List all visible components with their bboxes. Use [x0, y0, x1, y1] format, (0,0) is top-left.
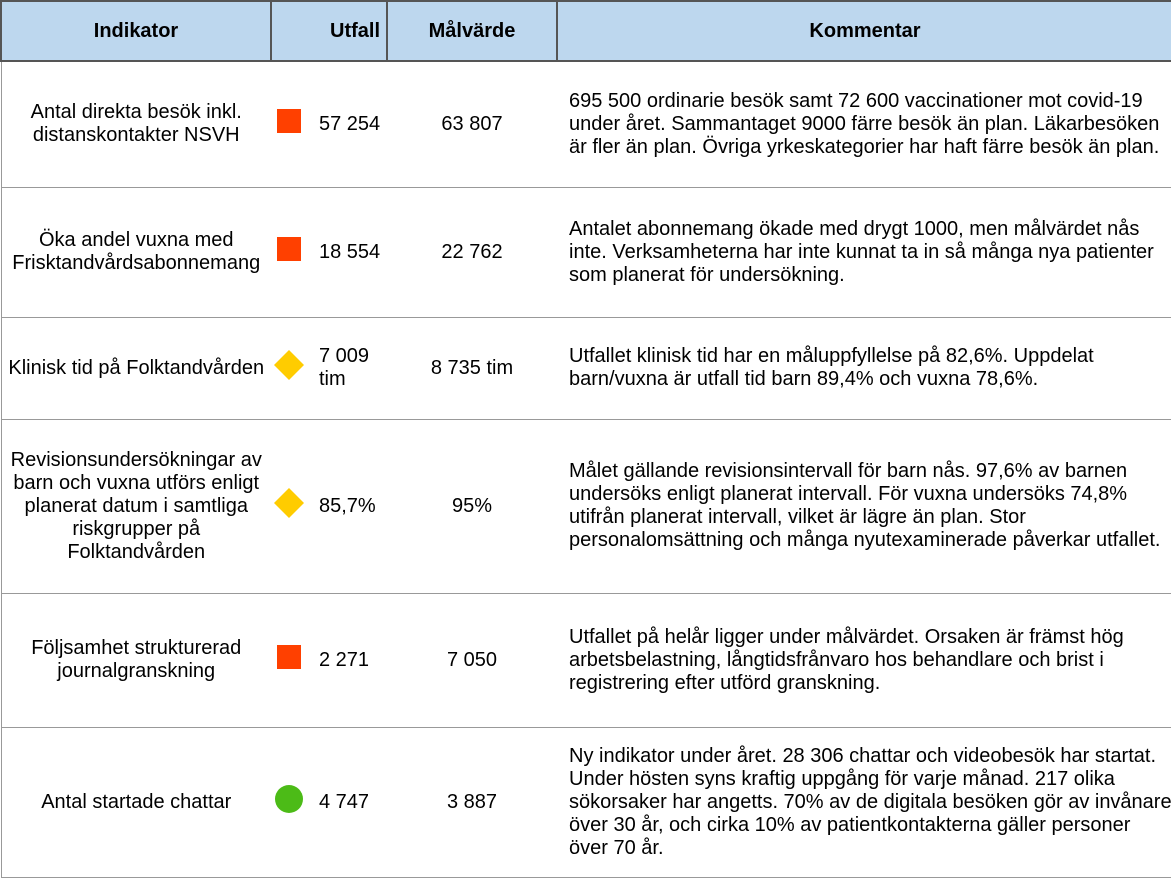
status-shape [277, 237, 301, 261]
table-row: Följsamhet strukturerad journalgransknin… [0, 593, 1171, 728]
kommentar-cell: 695 500 ordinarie besök samt 72 600 vacc… [557, 61, 1171, 188]
header-cell: Utfall [270, 0, 388, 62]
kommentar-cell: Ny indikator under året. 28 306 chattar … [557, 727, 1171, 878]
indikator-cell: Antal startade chattar [0, 727, 271, 878]
malvarde-cell: 22 762 [387, 187, 557, 318]
indikator-cell: Klinisk tid på Folktandvården [0, 317, 271, 420]
status-icon [277, 237, 301, 261]
status-icon [277, 645, 301, 669]
indikator-cell: Revisionsundersökningar av barn och vuxn… [0, 419, 271, 594]
utfall-cell: 57 254 [307, 61, 387, 188]
status-cell [271, 727, 307, 878]
status-shape [274, 350, 304, 380]
table-row: Revisionsundersökningar av barn och vuxn… [0, 419, 1171, 594]
kommentar-cell: Målet gällande revisionsintervall för ba… [557, 419, 1171, 594]
kommentar-cell: Antalet abonnemang ökade med drygt 1000,… [557, 187, 1171, 318]
status-shape [275, 785, 303, 813]
utfall-cell: 4 747 [307, 727, 387, 878]
status-icon [274, 488, 304, 518]
kommentar-cell: Utfallet klinisk tid har en måluppfyllel… [557, 317, 1171, 420]
utfall-cell: 85,7% [307, 419, 387, 594]
utfall-cell: 18 554 [307, 187, 387, 318]
status-cell [271, 61, 307, 188]
status-cell [271, 317, 307, 420]
table-row: Antal startade chattar 4 747 3 887 Ny indik… [0, 727, 1171, 878]
malvarde-cell: 8 735 tim [387, 317, 557, 420]
malvarde-cell: 63 807 [387, 61, 557, 188]
status-icon [277, 109, 301, 134]
table-body: Antal direkta besök inkl. distanskontakt… [0, 61, 1171, 878]
header-cell: Målvärde [386, 0, 558, 62]
header-cell: Indikator [0, 0, 272, 62]
table-row: Klinisk tid på Folktandvården 7 009 tim 8 … [0, 317, 1171, 420]
kommentar-cell: Utfallet på helår ligger under målvärdet… [557, 593, 1171, 728]
utfall-cell: 7 009 tim [307, 317, 387, 420]
indikator-cell: Antal direkta besök inkl. distanskontakt… [0, 61, 271, 188]
header-row: Indikator Utfall Målvärde Kommentar [0, 0, 1171, 62]
status-shape [274, 488, 304, 518]
header-cell: Kommentar [556, 0, 1171, 62]
table-row: Antal direkta besök inkl. distanskontakt… [0, 61, 1171, 188]
malvarde-cell: 3 887 [387, 727, 557, 878]
utfall-cell: 2 271 [307, 593, 387, 728]
status-shape [277, 109, 301, 134]
malvarde-cell: 95% [387, 419, 557, 594]
status-cell [271, 187, 307, 318]
malvarde-cell: 7 050 [387, 593, 557, 728]
status-shape [277, 645, 301, 669]
indikator-cell: Öka andel vuxna med Frisktandvårdsabonne… [0, 187, 271, 318]
status-icon [275, 785, 303, 813]
status-cell [271, 593, 307, 728]
indikator-cell: Följsamhet strukturerad journalgransknin… [0, 593, 271, 728]
status-cell [271, 419, 307, 594]
status-icon [274, 350, 304, 380]
table-row: Öka andel vuxna med Frisktandvårdsabonne… [0, 187, 1171, 318]
